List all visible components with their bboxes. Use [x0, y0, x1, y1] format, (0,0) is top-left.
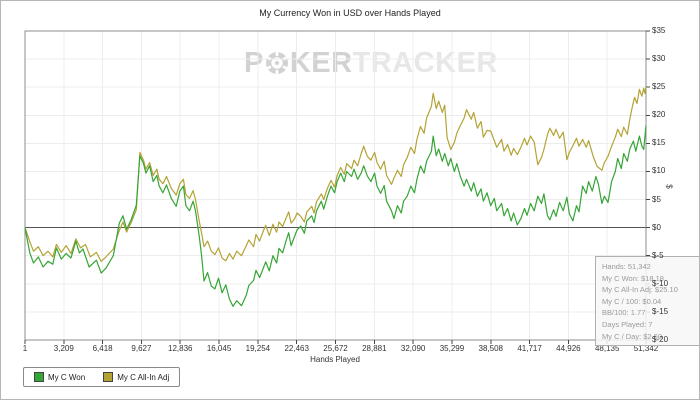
tooltip-line-days-played: Days Played: 7 [602, 319, 653, 329]
pokertracker-watermark: P KERTRACKER [244, 47, 498, 80]
legend-item-all-in-adj: My C All-In Adj [103, 372, 169, 382]
chart-title: My Currency Won in USD over Hands Played [259, 8, 441, 18]
x-axis-label: 51,342 [633, 344, 659, 353]
watermark-poker-ker: KER [289, 47, 353, 79]
x-axis-label: 44,926 [556, 344, 581, 353]
x-axis-label: 41,717 [517, 344, 542, 353]
x-axis-label: 1 [22, 344, 28, 353]
y-axis-label: $-5 [652, 250, 664, 260]
legend-swatch-olive [103, 372, 114, 382]
x-axis-label: 38,508 [478, 344, 503, 353]
series-line-my-c-won [24, 125, 647, 307]
x-axis-label: 22,463 [284, 344, 309, 353]
y-axis-label: $35 [652, 26, 666, 35]
legend-label-my-c-won: My C Won [48, 372, 86, 382]
y-axis-label: $-20 [652, 335, 669, 344]
series-line-my-c-all-in-adj [24, 86, 647, 262]
x-axis-label: 48,135 [594, 344, 620, 353]
watermark-poker-p: P [244, 47, 264, 79]
y-axis-label: $5 [652, 194, 661, 204]
tooltip-line-bb-100: BB/100: 1.77 [602, 308, 646, 318]
tooltip-line-per-day: My C / Day: $2.60 [602, 331, 663, 341]
legend-item-my-c-won: My C Won [34, 372, 85, 382]
x-axis-label: 3,209 [53, 344, 74, 353]
x-axis-label: 25,672 [323, 344, 348, 353]
legend: My C Won My C All-In Adj [23, 367, 181, 387]
y-axis-label: $10 [652, 166, 666, 176]
x-axis-label: 19,254 [245, 344, 271, 353]
tooltip-line-per-100: My C / 100: $0.04 [602, 296, 662, 306]
y-axis-label: $30 [652, 54, 666, 64]
y-axis-label: $20 [652, 110, 666, 120]
x-axis-label: 16,045 [206, 344, 232, 353]
y-axis-label: $25 [652, 82, 666, 92]
y-axis-label: $-10 [652, 278, 669, 288]
legend-swatch-green [34, 372, 44, 382]
tooltip-line-hands: Hands: 51,342 [602, 262, 651, 271]
legend-label-all-in-adj: My C All-In Adj [117, 372, 170, 382]
x-axis-label: 6,418 [92, 344, 113, 353]
y-axis-title: $ [664, 184, 674, 189]
x-axis-label: 12,836 [168, 344, 193, 353]
y-axis-label: $0 [652, 222, 661, 232]
y-axis-label: $15 [652, 138, 666, 148]
x-axis-label: 35,299 [439, 344, 465, 353]
watermark-tracker: TRACKER [352, 47, 498, 79]
x-axis-label: 32,090 [400, 344, 426, 353]
hover-tooltip: Hands: 51,342 My C Won: $18.18 My C All-… [595, 256, 699, 346]
x-axis-title: Hands Played [310, 355, 360, 364]
x-axis-label: 28,881 [362, 344, 387, 353]
tooltip-line-my-c-won: My C Won: $18.18 [602, 273, 664, 283]
y-axis-label: $-15 [652, 306, 669, 316]
x-axis-label: 9,627 [131, 344, 152, 353]
tooltip-line-all-in-adj: My C All-In Adj: $25.10 [602, 285, 678, 295]
poker-chip-icon [265, 51, 288, 75]
